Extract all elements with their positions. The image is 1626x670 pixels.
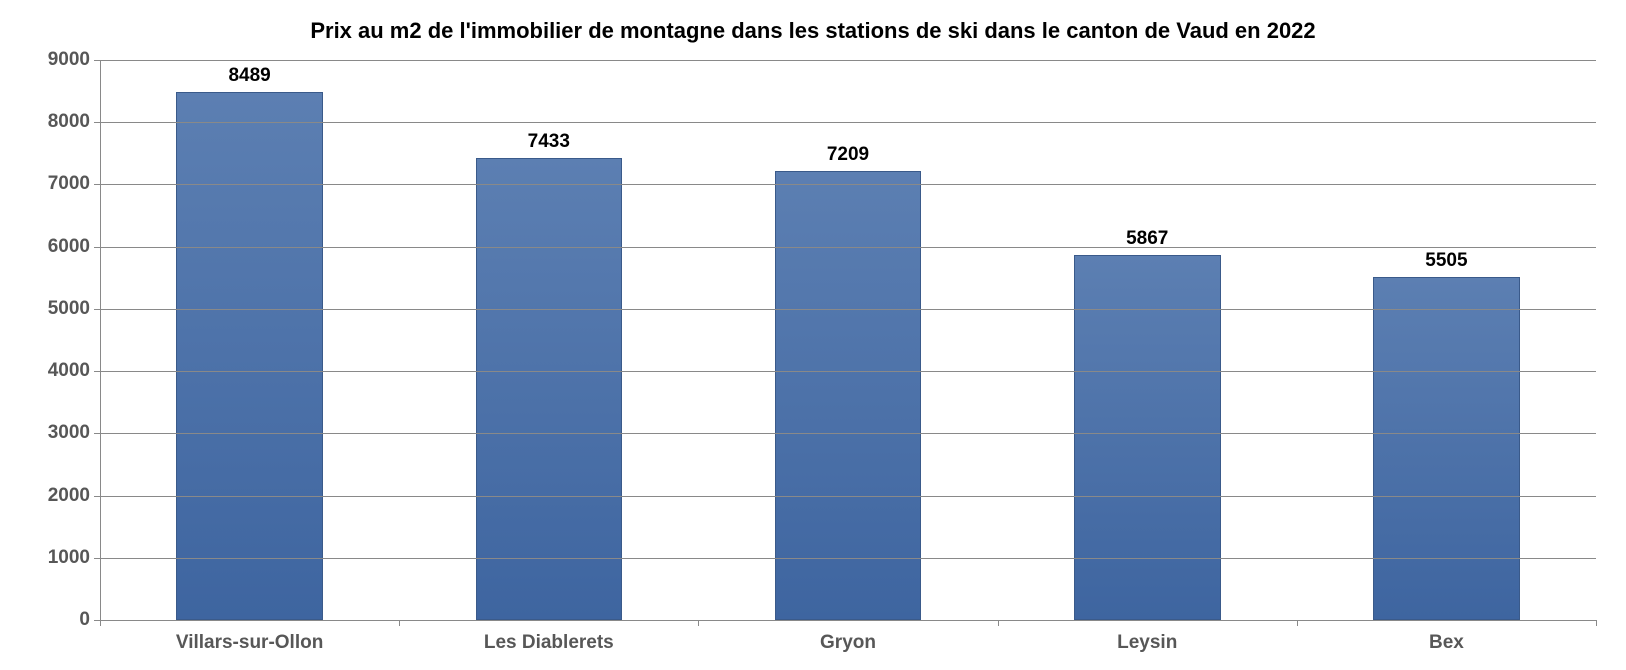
bar-value-label: 8489: [228, 65, 270, 87]
y-tick-label: 3000: [48, 422, 90, 444]
y-tick-mark: [94, 184, 100, 185]
y-tick-mark: [94, 496, 100, 497]
x-tick-label: Leysin: [998, 620, 1297, 670]
x-tick-label: Les Diablerets: [399, 620, 698, 670]
x-tick-label: Bex: [1297, 620, 1596, 670]
y-tick-mark: [94, 60, 100, 61]
y-tick-label: 9000: [48, 49, 90, 71]
bar: 5505: [1373, 277, 1520, 620]
grid-line: [100, 309, 1596, 310]
y-tick-label: 8000: [48, 111, 90, 133]
grid-line: [100, 433, 1596, 434]
bar-value-label: 7209: [827, 144, 869, 166]
bars-container: 8489 7433 7209 5867 5505: [100, 60, 1596, 620]
grid-line: [100, 558, 1596, 559]
y-tick-mark: [94, 309, 100, 310]
y-tick-label: 1000: [48, 547, 90, 569]
y-tick-label: 6000: [48, 236, 90, 258]
y-tick-mark: [94, 122, 100, 123]
bar: 8489: [176, 92, 323, 620]
y-tick-label: 5000: [48, 298, 90, 320]
y-tick-mark: [94, 371, 100, 372]
bar-group: 7433: [399, 60, 698, 620]
grid-line: [100, 60, 1596, 61]
y-tick-label: 4000: [48, 360, 90, 382]
y-tick-mark: [94, 433, 100, 434]
bar-group: 8489: [100, 60, 399, 620]
y-axis: 0100020003000400050006000700080009000: [0, 60, 100, 620]
y-tick-mark: [94, 247, 100, 248]
plot-area: 8489 7433 7209 5867 5505: [100, 60, 1596, 620]
y-tick-label: 2000: [48, 485, 90, 507]
x-tick-label: Gryon: [698, 620, 997, 670]
grid-line: [100, 184, 1596, 185]
grid-line: [100, 122, 1596, 123]
y-tick-label: 7000: [48, 173, 90, 195]
x-tick-label: Villars-sur-Ollon: [100, 620, 399, 670]
grid-line: [100, 371, 1596, 372]
y-tick-mark: [94, 558, 100, 559]
grid-line: [100, 247, 1596, 248]
y-tick-label: 0: [79, 609, 90, 631]
bar-group: 7209: [698, 60, 997, 620]
bar-group: 5867: [998, 60, 1297, 620]
grid-line: [100, 496, 1596, 497]
x-tick-mark: [1596, 620, 1597, 626]
chart-title: Prix au m2 de l'immobilier de montagne d…: [0, 0, 1626, 54]
bar-group: 5505: [1297, 60, 1596, 620]
x-axis: Villars-sur-OllonLes DiableretsGryonLeys…: [100, 620, 1596, 670]
bar: 7209: [775, 171, 922, 620]
chart-container: Prix au m2 de l'immobilier de montagne d…: [0, 0, 1626, 670]
bar-value-label: 5505: [1425, 250, 1467, 272]
bar: 7433: [476, 158, 623, 620]
bar-value-label: 7433: [528, 131, 570, 153]
